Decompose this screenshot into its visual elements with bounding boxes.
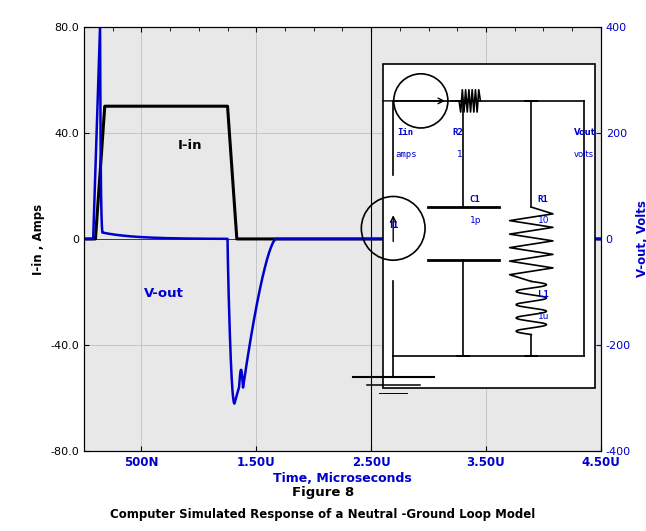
Text: V-out: V-out <box>143 287 183 301</box>
Text: L1: L1 <box>537 290 548 299</box>
Text: Iin: Iin <box>397 129 413 138</box>
Text: R1: R1 <box>537 195 548 204</box>
Y-axis label: V-out, Volts: V-out, Volts <box>636 201 646 277</box>
Text: 1p: 1p <box>470 216 481 225</box>
X-axis label: Time, Microseconds: Time, Microseconds <box>273 472 412 485</box>
Text: 1u: 1u <box>537 312 549 321</box>
Text: volts: volts <box>574 150 594 159</box>
FancyBboxPatch shape <box>382 64 595 388</box>
Text: R2: R2 <box>453 129 463 138</box>
Y-axis label: I-in , Amps: I-in , Amps <box>32 203 45 275</box>
Text: 1: 1 <box>457 150 463 159</box>
Text: amps: amps <box>395 150 417 159</box>
Text: Figure 8: Figure 8 <box>292 486 354 500</box>
Text: Vout: Vout <box>574 129 596 138</box>
Text: C1: C1 <box>470 195 481 204</box>
Text: Computer Simulated Response of a Neutral -Ground Loop Model: Computer Simulated Response of a Neutral… <box>110 508 536 521</box>
Text: I-in: I-in <box>178 139 203 152</box>
Text: 10: 10 <box>537 216 549 225</box>
Text: I1: I1 <box>389 221 399 230</box>
